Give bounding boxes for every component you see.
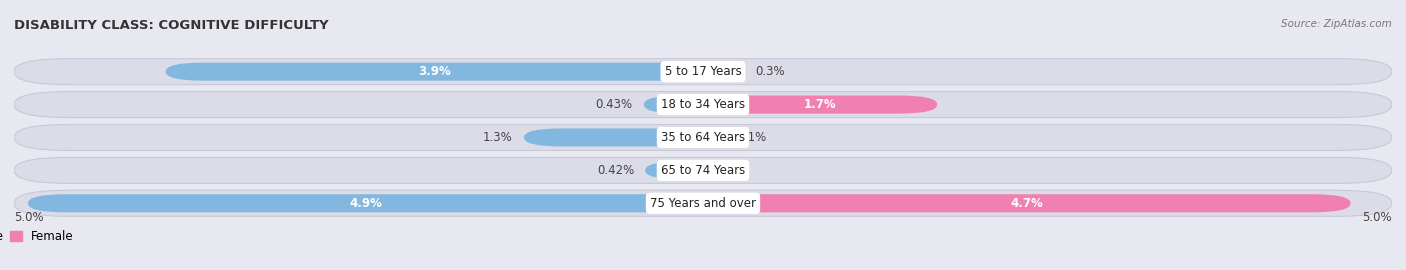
FancyBboxPatch shape — [703, 96, 938, 114]
FancyBboxPatch shape — [28, 194, 703, 212]
Text: 35 to 64 Years: 35 to 64 Years — [661, 131, 745, 144]
Text: 65 to 74 Years: 65 to 74 Years — [661, 164, 745, 177]
FancyBboxPatch shape — [703, 63, 744, 81]
FancyBboxPatch shape — [644, 96, 703, 114]
FancyBboxPatch shape — [14, 157, 1392, 183]
Text: 0.11%: 0.11% — [730, 131, 766, 144]
Text: 1.7%: 1.7% — [804, 98, 837, 111]
Text: 4.9%: 4.9% — [349, 197, 382, 210]
Text: 18 to 34 Years: 18 to 34 Years — [661, 98, 745, 111]
Text: 5 to 17 Years: 5 to 17 Years — [665, 65, 741, 78]
Text: 5.0%: 5.0% — [14, 211, 44, 224]
Text: 0.3%: 0.3% — [755, 65, 785, 78]
FancyBboxPatch shape — [14, 124, 1392, 150]
FancyBboxPatch shape — [166, 63, 703, 81]
FancyBboxPatch shape — [14, 59, 1392, 85]
FancyBboxPatch shape — [524, 129, 703, 147]
FancyBboxPatch shape — [703, 194, 1351, 212]
Text: 0.42%: 0.42% — [598, 164, 634, 177]
Text: DISABILITY CLASS: COGNITIVE DIFFICULTY: DISABILITY CLASS: COGNITIVE DIFFICULTY — [14, 19, 329, 32]
Legend: Male, Female: Male, Female — [0, 230, 73, 243]
FancyBboxPatch shape — [645, 161, 703, 180]
Text: 4.7%: 4.7% — [1011, 197, 1043, 210]
FancyBboxPatch shape — [14, 92, 1392, 117]
Text: 0.0%: 0.0% — [714, 164, 744, 177]
FancyBboxPatch shape — [14, 190, 1392, 216]
Text: 5.0%: 5.0% — [1362, 211, 1392, 224]
Text: Source: ZipAtlas.com: Source: ZipAtlas.com — [1281, 19, 1392, 29]
FancyBboxPatch shape — [681, 129, 741, 147]
Text: 0.43%: 0.43% — [596, 98, 633, 111]
Text: 75 Years and over: 75 Years and over — [650, 197, 756, 210]
Text: 3.9%: 3.9% — [418, 65, 451, 78]
Text: 1.3%: 1.3% — [484, 131, 513, 144]
